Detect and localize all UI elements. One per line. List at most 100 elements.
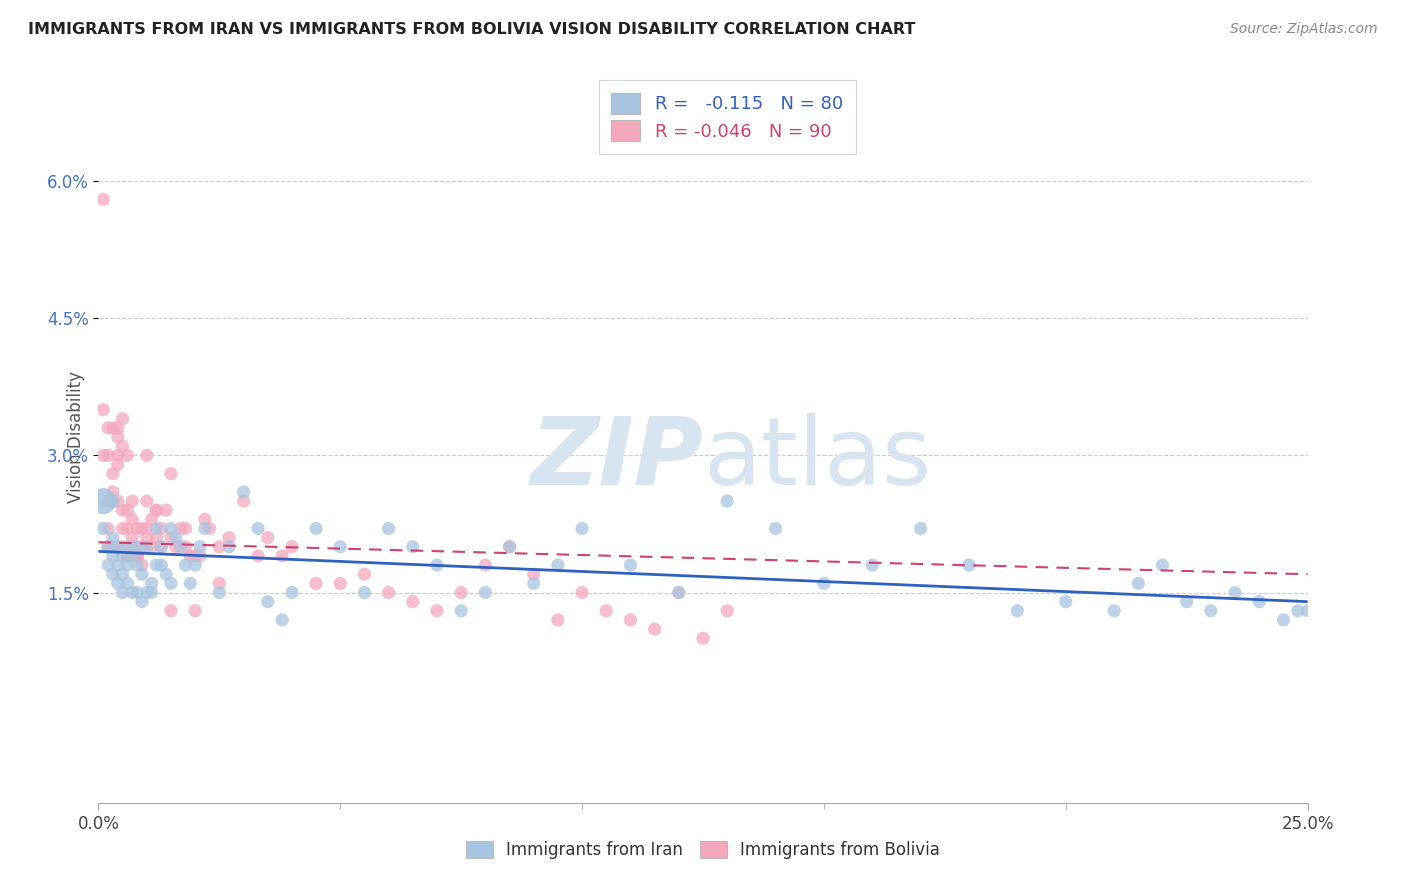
Point: [101, 567, 124, 582]
Point: [117, 549, 139, 563]
Point: [131, 540, 153, 554]
Point: [194, 521, 217, 535]
Point: [97, 448, 120, 462]
Point: [107, 421, 129, 435]
Point: [547, 613, 569, 627]
Point: [135, 531, 157, 545]
Point: [1054, 594, 1077, 608]
Point: [184, 549, 207, 563]
Point: [426, 604, 449, 618]
Point: [198, 521, 221, 535]
Point: [169, 521, 191, 535]
Point: [165, 540, 187, 554]
Point: [218, 531, 240, 545]
Point: [668, 585, 690, 599]
Point: [184, 558, 207, 573]
Point: [957, 558, 980, 573]
Point: [150, 558, 173, 573]
Point: [692, 632, 714, 646]
Point: [160, 531, 183, 545]
Point: [498, 540, 520, 554]
Point: [571, 521, 593, 535]
Point: [97, 494, 120, 508]
Point: [329, 540, 352, 554]
Point: [174, 540, 197, 554]
Point: [208, 585, 231, 599]
Point: [281, 540, 304, 554]
Point: [353, 585, 375, 599]
Text: ZIP: ZIP: [530, 413, 703, 505]
Point: [111, 540, 134, 554]
Point: [1272, 613, 1295, 627]
Point: [117, 540, 139, 554]
Y-axis label: Vision Disability: Vision Disability: [66, 371, 84, 503]
Point: [474, 585, 496, 599]
Point: [97, 540, 120, 554]
Point: [141, 540, 163, 554]
Point: [97, 540, 120, 554]
Point: [218, 540, 240, 554]
Point: [121, 540, 143, 554]
Point: [111, 439, 134, 453]
Legend: Immigrants from Iran, Immigrants from Bolivia: Immigrants from Iran, Immigrants from Bo…: [458, 833, 948, 868]
Point: [150, 540, 173, 554]
Point: [208, 540, 231, 554]
Point: [121, 531, 143, 545]
Point: [305, 521, 328, 535]
Point: [91, 521, 114, 535]
Point: [107, 540, 129, 554]
Point: [101, 485, 124, 500]
Point: [111, 411, 134, 425]
Point: [91, 192, 114, 206]
Point: [107, 558, 129, 573]
Point: [117, 503, 139, 517]
Point: [1175, 594, 1198, 608]
Point: [127, 549, 149, 563]
Point: [117, 549, 139, 563]
Point: [101, 494, 124, 508]
Point: [97, 558, 120, 573]
Point: [127, 549, 149, 563]
Point: [271, 549, 294, 563]
Point: [910, 521, 932, 535]
Point: [117, 521, 139, 535]
Point: [131, 558, 153, 573]
Point: [305, 576, 328, 591]
Point: [141, 512, 163, 526]
Point: [595, 604, 617, 618]
Text: IMMIGRANTS FROM IRAN VS IMMIGRANTS FROM BOLIVIA VISION DISABILITY CORRELATION CH: IMMIGRANTS FROM IRAN VS IMMIGRANTS FROM …: [28, 22, 915, 37]
Point: [547, 558, 569, 573]
Point: [1128, 576, 1150, 591]
Point: [101, 540, 124, 554]
Point: [813, 576, 835, 591]
Point: [145, 503, 167, 517]
Point: [619, 613, 641, 627]
Point: [1223, 585, 1246, 599]
Point: [165, 531, 187, 545]
Point: [716, 494, 738, 508]
Point: [117, 576, 139, 591]
Point: [155, 503, 177, 517]
Point: [232, 485, 254, 500]
Point: [377, 521, 399, 535]
Point: [101, 467, 124, 481]
Point: [121, 549, 143, 563]
Point: [107, 430, 129, 444]
Point: [141, 576, 163, 591]
Point: [111, 567, 134, 582]
Point: [169, 540, 191, 554]
Point: [97, 421, 120, 435]
Point: [91, 448, 114, 462]
Point: [111, 521, 134, 535]
Point: [232, 494, 254, 508]
Point: [1286, 604, 1309, 618]
Point: [247, 521, 270, 535]
Point: [150, 521, 173, 535]
Point: [117, 448, 139, 462]
Point: [1152, 558, 1174, 573]
Point: [450, 585, 472, 599]
Point: [127, 549, 149, 563]
Point: [256, 594, 278, 608]
Point: [107, 494, 129, 508]
Point: [121, 512, 143, 526]
